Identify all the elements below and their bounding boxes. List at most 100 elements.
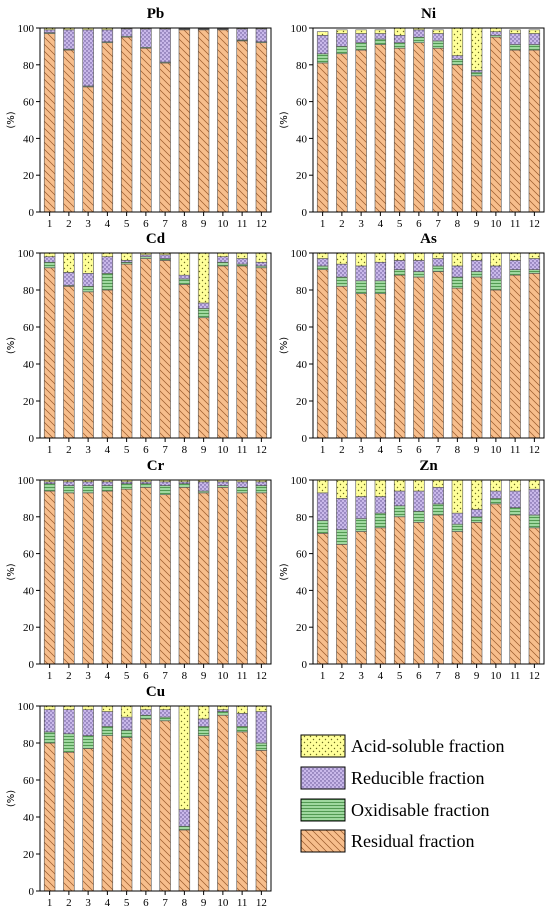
bar-cu-oxidisable-fraction-11 bbox=[236, 726, 248, 733]
xtick-label: 12 bbox=[529, 444, 540, 456]
bar-ni-reducible-fraction-1 bbox=[316, 35, 329, 55]
bar-zn-residual-fraction-11 bbox=[509, 514, 521, 665]
ytick-label: 80 bbox=[296, 60, 308, 72]
bar-pb-reducible-fraction-2 bbox=[63, 29, 75, 50]
bar-zn-oxidisable-fraction-8 bbox=[451, 523, 464, 532]
bar-zn-oxidisable-fraction-3 bbox=[355, 518, 367, 532]
bar-cr-reducible-fraction-12 bbox=[255, 481, 268, 486]
bar-as-residual-fraction-6 bbox=[413, 276, 425, 439]
bar-ni-residual-fraction-5 bbox=[393, 47, 406, 213]
bar-cd-oxidisable-fraction-1 bbox=[43, 261, 56, 269]
bar-cd-acid-soluble-fraction-4 bbox=[101, 252, 114, 258]
xtick-label: 1 bbox=[47, 444, 53, 456]
bar-cu-residual-fraction-12 bbox=[255, 750, 268, 892]
bar-zn-acid-soluble-fraction-12 bbox=[528, 479, 541, 490]
bar-as-residual-fraction-8 bbox=[451, 287, 464, 439]
ytick-label: 100 bbox=[291, 248, 308, 260]
bar-ni-reducible-fraction-6 bbox=[413, 29, 425, 38]
bar-cu-oxidisable-fraction-12 bbox=[255, 742, 268, 751]
xtick-label: 7 bbox=[162, 897, 168, 909]
bar-zn-reducible-fraction-12 bbox=[528, 488, 541, 516]
bar-ni-oxidisable-fraction-12 bbox=[528, 44, 541, 51]
bar-ni-acid-soluble-fraction-2 bbox=[336, 29, 348, 34]
chart-title-ni: Ni bbox=[421, 6, 436, 22]
legend-label-acid-soluble: Acid-soluble fraction bbox=[351, 736, 504, 756]
legend-item-acid-soluble: Acid-soluble fraction bbox=[300, 734, 504, 758]
bar-as-residual-fraction-2 bbox=[336, 285, 348, 439]
bar-ni-acid-soluble-fraction-9 bbox=[470, 27, 483, 71]
ytick-label: 60 bbox=[296, 322, 308, 334]
bar-ni-acid-soluble-fraction-1 bbox=[316, 31, 329, 36]
bar-zn-oxidisable-fraction-12 bbox=[528, 514, 541, 529]
xtick-label: 12 bbox=[256, 897, 267, 909]
bar-cd-reducible-fraction-9 bbox=[197, 302, 210, 309]
bar-as-oxidisable-fraction-12 bbox=[528, 269, 541, 274]
bar-cu-oxidisable-fraction-10 bbox=[217, 711, 229, 716]
bar-zn-acid-soluble-fraction-7 bbox=[432, 479, 444, 488]
bar-ni-acid-soluble-fraction-7 bbox=[432, 29, 444, 34]
bar-cr-residual-fraction-1 bbox=[43, 490, 56, 665]
bar-cd-acid-soluble-fraction-12 bbox=[255, 252, 268, 263]
bar-cd-reducible-fraction-2 bbox=[63, 272, 75, 286]
bar-cu-residual-fraction-11 bbox=[236, 731, 248, 892]
bar-as-oxidisable-fraction-4 bbox=[374, 280, 387, 294]
bar-zn-residual-fraction-12 bbox=[528, 527, 541, 665]
legend-swatch-reducible bbox=[300, 766, 346, 790]
bar-cd-residual-fraction-11 bbox=[236, 265, 248, 439]
bar-cd-reducible-fraction-3 bbox=[82, 273, 94, 287]
xtick-label: 6 bbox=[143, 670, 149, 682]
bar-as-residual-fraction-9 bbox=[470, 276, 483, 439]
bar-cd-acid-soluble-fraction-5 bbox=[120, 252, 133, 261]
bar-cr-reducible-fraction-4 bbox=[101, 481, 114, 486]
bar-as-acid-soluble-fraction-11 bbox=[509, 252, 521, 261]
bar-cr-oxidisable-fraction-2 bbox=[63, 485, 75, 494]
bar-cu-residual-fraction-3 bbox=[82, 748, 94, 892]
xtick-label: 10 bbox=[217, 670, 229, 682]
xtick-label: 11 bbox=[510, 218, 521, 230]
ytick-label: 20 bbox=[23, 170, 35, 182]
bar-as-oxidisable-fraction-10 bbox=[490, 278, 502, 291]
bar-pb-residual-fraction-1 bbox=[43, 33, 56, 213]
ytick-label: 20 bbox=[23, 622, 35, 634]
ytick-label: 60 bbox=[296, 549, 308, 561]
bar-cu-reducible-fraction-7 bbox=[159, 709, 171, 718]
bar-zn-oxidisable-fraction-2 bbox=[336, 529, 348, 545]
ytick-label: 60 bbox=[23, 775, 35, 787]
xtick-label: 11 bbox=[237, 897, 248, 909]
bar-cu-acid-soluble-fraction-3 bbox=[82, 705, 94, 711]
bar-as-reducible-fraction-3 bbox=[355, 265, 367, 282]
xtick-label: 3 bbox=[85, 444, 91, 456]
bar-as-reducible-fraction-5 bbox=[393, 260, 406, 270]
xtick-label: 11 bbox=[237, 444, 248, 456]
bar-ni-reducible-fraction-7 bbox=[432, 33, 444, 42]
xtick-label: 8 bbox=[455, 218, 461, 230]
xtick-label: 4 bbox=[378, 444, 384, 456]
bar-as-reducible-fraction-4 bbox=[374, 261, 387, 282]
bar-as-residual-fraction-10 bbox=[490, 289, 502, 439]
bar-cd-residual-fraction-6 bbox=[140, 258, 152, 439]
bar-cu-acid-soluble-fraction-11 bbox=[236, 705, 248, 714]
bar-ni-oxidisable-fraction-7 bbox=[432, 40, 444, 49]
bar-ni-acid-soluble-fraction-12 bbox=[528, 29, 541, 34]
bar-cr-oxidisable-fraction-7 bbox=[159, 485, 171, 496]
bar-cu-acid-soluble-fraction-9 bbox=[197, 705, 210, 720]
bar-zn-oxidisable-fraction-9 bbox=[470, 516, 483, 523]
ytick-label: 0 bbox=[302, 659, 308, 671]
bar-cr-residual-fraction-6 bbox=[140, 487, 152, 665]
bar-ni-oxidisable-fraction-3 bbox=[355, 42, 367, 51]
bar-cr-residual-fraction-7 bbox=[159, 494, 171, 665]
xtick-label: 10 bbox=[490, 670, 502, 682]
xtick-label: 9 bbox=[474, 444, 480, 456]
bar-ni-reducible-fraction-4 bbox=[374, 33, 387, 40]
bar-cd-acid-soluble-fraction-8 bbox=[178, 252, 191, 276]
bar-zn-acid-soluble-fraction-11 bbox=[509, 479, 521, 492]
bar-zn-reducible-fraction-2 bbox=[336, 498, 348, 530]
bar-zn-residual-fraction-2 bbox=[336, 544, 348, 665]
chart-title-as: As bbox=[420, 231, 437, 247]
bar-ni-residual-fraction-6 bbox=[413, 42, 425, 213]
bar-as-acid-soluble-fraction-5 bbox=[393, 252, 406, 261]
bar-cr-oxidisable-fraction-1 bbox=[43, 483, 56, 492]
bar-zn-acid-soluble-fraction-2 bbox=[336, 479, 348, 499]
